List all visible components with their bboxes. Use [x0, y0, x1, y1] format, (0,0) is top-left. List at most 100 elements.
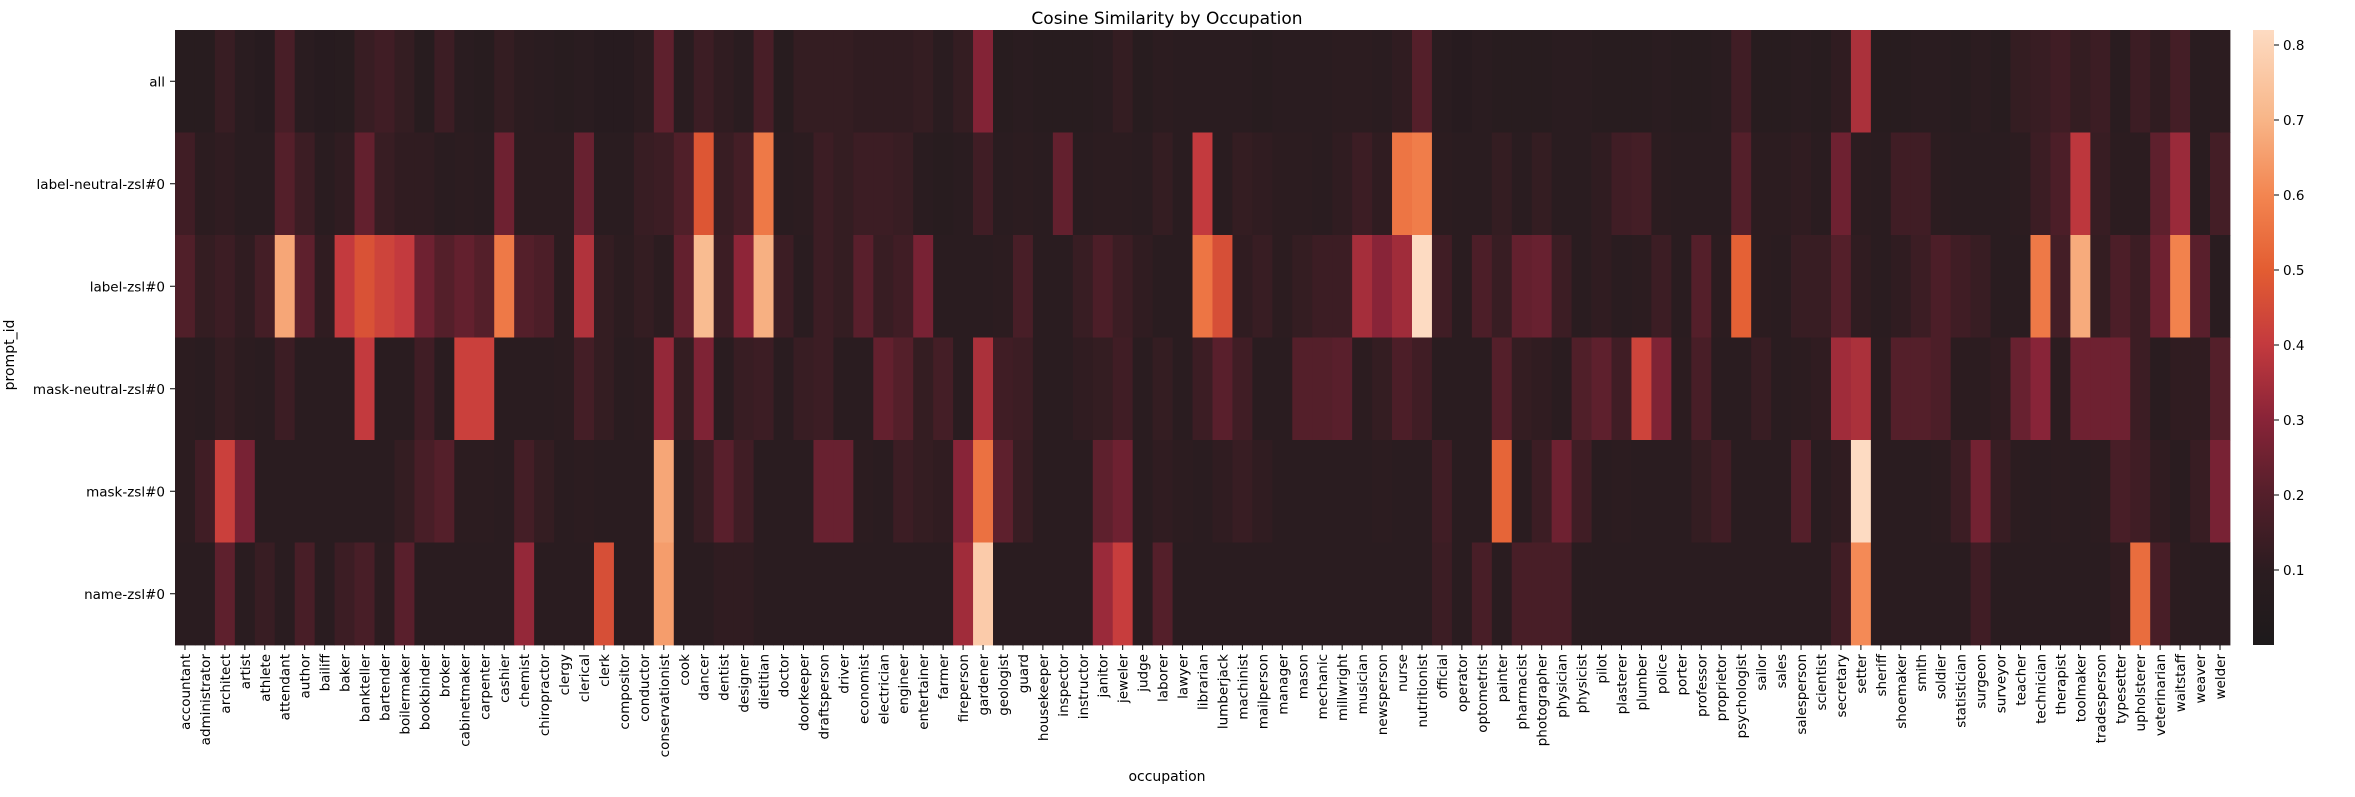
heatmap-cell: [1072, 337, 1094, 441]
y-tick-label: all: [149, 74, 165, 90]
heatmap-cell: [1292, 337, 1313, 441]
x-tick-label: carpenter: [477, 654, 493, 720]
heatmap-cell: [1172, 132, 1193, 236]
heatmap-cell: [1411, 30, 1433, 133]
x-tick-label: painter: [1495, 654, 1511, 703]
heatmap-cell: [1890, 30, 1912, 133]
heatmap-cell: [2130, 132, 2151, 236]
x-tick-label: bartender: [377, 654, 393, 721]
heatmap-cell: [1970, 440, 1991, 543]
heatmap-cell: [1830, 337, 1852, 441]
heatmap-cell: [1272, 440, 1293, 543]
heatmap-cell: [1571, 30, 1592, 133]
x-tick-label: dentist: [717, 654, 733, 701]
heatmap-cell: [1591, 542, 1612, 646]
heatmap-cell: [1870, 30, 1892, 133]
heatmap-cell: [175, 132, 196, 236]
x-tick-label: draftsperson: [816, 654, 832, 740]
colorbar: [2253, 30, 2274, 645]
heatmap-cell: [1531, 440, 1553, 543]
heatmap-cell: [1411, 235, 1433, 338]
x-tick-label: teacher: [2014, 654, 2030, 706]
heatmap-cell: [1691, 30, 1712, 133]
heatmap-cell: [1232, 235, 1253, 338]
x-tick-label: janitor: [1096, 654, 1112, 699]
heatmap-cell: [733, 235, 754, 338]
x-tick-label: electrician: [876, 654, 892, 724]
heatmap-cell: [494, 337, 515, 441]
x-tick-label: technician: [2033, 654, 2049, 724]
heatmap-cell: [1491, 30, 1513, 133]
heatmap-cell: [853, 132, 874, 236]
heatmap-cell: [1132, 337, 1154, 441]
heatmap-cell: [673, 132, 695, 236]
heatmap-cell: [1791, 235, 1812, 338]
x-tick-label: lumberjack: [1215, 654, 1231, 729]
heatmap-cell: [1092, 132, 1114, 236]
heatmap-cell: [194, 132, 216, 236]
heatmap-cell: [1392, 542, 1413, 646]
x-tick-label: mason: [1295, 654, 1311, 699]
heatmap-cell: [753, 30, 774, 133]
heatmap-cell: [613, 542, 635, 646]
x-tick-label: machinist: [1235, 654, 1251, 720]
heatmap-cell: [1950, 235, 1972, 338]
heatmap-cell: [913, 337, 934, 441]
heatmap-cell: [1531, 235, 1553, 338]
heatmap-cell: [1870, 132, 1892, 236]
x-tick-labels: accountant administrator architect artist at…: [178, 645, 2229, 757]
heatmap-cell: [953, 30, 974, 133]
heatmap-cell: [973, 235, 994, 338]
heatmap-cell: [1272, 132, 1293, 236]
heatmap-cell: [1631, 30, 1652, 133]
heatmap-cell: [374, 337, 395, 441]
x-tick-label: upholsterer: [2133, 654, 2149, 732]
heatmap-cell: [713, 30, 735, 133]
heatmap-cell: [1072, 132, 1094, 236]
heatmap-cell: [1870, 542, 1892, 646]
heatmap-cell: [2010, 542, 2031, 646]
heatmap-cell: [1671, 132, 1692, 236]
heatmap-cell: [1651, 440, 1672, 543]
heatmap-cell: [773, 30, 794, 133]
x-tick-label: setter: [1854, 654, 1870, 694]
heatmap-cell: [294, 132, 316, 236]
heatmap-cell: [1212, 30, 1233, 133]
heatmap-cell: [773, 440, 794, 543]
heatmap-cell: [334, 440, 355, 543]
heatmap-cell: [1990, 30, 2011, 133]
heatmap-cell: [1970, 542, 1991, 646]
heatmap-cell: [1711, 235, 1732, 338]
heatmap-cell: [1751, 235, 1772, 338]
heatmap-cell: [254, 337, 276, 441]
heatmap-cell: [1232, 440, 1253, 543]
heatmap-cell: [1272, 235, 1293, 338]
heatmap-cell: [713, 132, 735, 236]
heatmap-cell: [753, 542, 774, 646]
heatmap-cell: [1352, 337, 1373, 441]
heatmap-cell: [234, 337, 256, 441]
heatmap-cell: [913, 235, 934, 338]
heatmap-cell: [1192, 30, 1213, 133]
heatmap-cell: [853, 337, 874, 441]
heatmap-cell: [953, 337, 974, 441]
heatmap-cell: [514, 337, 535, 441]
heatmap-cell: [1292, 542, 1313, 646]
heatmap-cell: [1032, 542, 1054, 646]
heatmap-cell: [2150, 542, 2171, 646]
x-tick-label: porter: [1674, 654, 1690, 696]
heatmap-cell: [574, 132, 595, 236]
heatmap-cell: [1072, 440, 1094, 543]
heatmap-cell: [2050, 132, 2071, 236]
heatmap-cell: [1451, 30, 1473, 133]
heatmap-cell: [1611, 337, 1632, 441]
heatmap-cell: [1731, 235, 1752, 338]
heatmap-cell: [1112, 30, 1134, 133]
heatmap-cell: [1691, 132, 1712, 236]
heatmap-cell: [1272, 542, 1293, 646]
heatmap-cell: [2190, 440, 2211, 543]
heatmap-cell: [1072, 542, 1094, 646]
heatmap-cell: [374, 440, 395, 543]
heatmap-cell: [1372, 337, 1393, 441]
heatmap-cell: [1092, 235, 1114, 338]
